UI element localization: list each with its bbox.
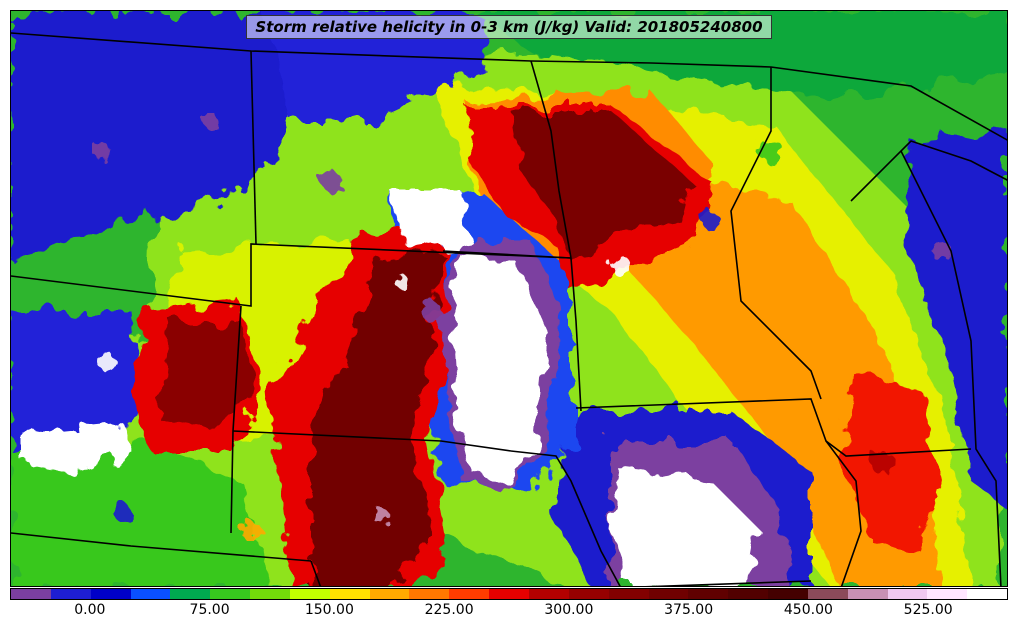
border-minnesota-wisconsin bbox=[730, 67, 822, 400]
colorbar-tick-label: 300.00 bbox=[544, 602, 594, 618]
border-colorado-kansas bbox=[232, 430, 512, 452]
speckle bbox=[92, 142, 110, 160]
border-upper-michigan bbox=[850, 140, 1007, 202]
map-panel bbox=[10, 10, 1008, 587]
colorbar-swatch bbox=[967, 589, 1008, 599]
colorbar-swatch bbox=[648, 589, 689, 599]
field-darkred-plains bbox=[311, 251, 441, 586]
colorbar-swatch bbox=[927, 589, 968, 599]
colorbar-tick-label: 450.00 bbox=[783, 602, 833, 618]
colorbar-swatch bbox=[50, 589, 91, 599]
colorbar-swatch bbox=[409, 589, 450, 599]
speckle bbox=[611, 256, 631, 276]
colorbar-labels: 0.00 75.00 150.00 225.00 300.00 375.00 450.00 5… bbox=[10, 602, 1008, 622]
border-dakotas bbox=[530, 60, 582, 412]
speckle bbox=[869, 449, 893, 473]
colorbar-tick-label: 375.00 bbox=[664, 602, 714, 618]
speckle bbox=[394, 274, 408, 288]
colorbar-tick-label: 525.00 bbox=[903, 602, 953, 618]
colorbar-swatch bbox=[210, 589, 251, 599]
speckle bbox=[373, 508, 389, 524]
speckle bbox=[112, 502, 130, 520]
helicity-map bbox=[11, 11, 1007, 586]
state-boundaries bbox=[11, 32, 1007, 586]
field-white-north bbox=[391, 191, 471, 251]
border-missouri-iowa bbox=[645, 580, 812, 586]
border-missouri-river bbox=[510, 450, 621, 586]
field-green-west bbox=[11, 441, 271, 586]
speckle bbox=[203, 113, 219, 129]
colorbar-swatch bbox=[489, 589, 529, 599]
field-white-south bbox=[611, 471, 761, 586]
colorbar-swatch bbox=[90, 589, 131, 599]
colorbar-swatch bbox=[688, 589, 729, 599]
colorbar-swatch bbox=[130, 589, 171, 599]
colorbar-tick-label: 225.00 bbox=[424, 602, 474, 618]
colorbar-tick-label: 75.00 bbox=[189, 602, 230, 618]
field-darkred-colorado bbox=[161, 321, 251, 431]
border-south bbox=[11, 532, 312, 562]
border-kansas-oklahoma bbox=[310, 560, 322, 586]
colorbar-swatch bbox=[847, 589, 888, 599]
border-montana-wyoming bbox=[11, 243, 572, 307]
colorbar bbox=[10, 588, 1008, 600]
field-blue-east bbox=[901, 131, 1007, 510]
border-mississippi bbox=[825, 440, 862, 586]
speckle bbox=[321, 171, 341, 191]
border-lake-michigan bbox=[900, 150, 1002, 586]
field-speckles bbox=[92, 113, 951, 541]
map-title: Storm relative helicity in 0-3 km (J/kg)… bbox=[255, 18, 763, 36]
colorbar-swatch bbox=[528, 589, 569, 599]
colorbar-tick-label: 150.00 bbox=[304, 602, 354, 618]
colorbar-swatch bbox=[449, 589, 490, 599]
colorbar-swatch bbox=[329, 589, 370, 599]
speckle bbox=[702, 212, 720, 230]
title-box: Storm relative helicity in 0-3 km (J/kg)… bbox=[246, 15, 772, 39]
colorbar-swatch bbox=[170, 589, 211, 599]
speckle bbox=[421, 301, 441, 321]
colorbar-swatch bbox=[11, 589, 51, 599]
colorbar-swatch bbox=[728, 589, 769, 599]
field-blue-northwest bbox=[11, 11, 311, 261]
colorbar-swatch bbox=[608, 589, 649, 599]
border-nebraska-south-dakota bbox=[442, 250, 572, 259]
colorbar-tick-label: 0.00 bbox=[74, 602, 106, 618]
colorbar-swatch bbox=[807, 589, 848, 599]
speckle bbox=[241, 521, 261, 541]
field-white-central bbox=[451, 251, 546, 486]
colorbar-swatch bbox=[568, 589, 609, 599]
border-idaho-montana bbox=[250, 50, 257, 245]
speckle bbox=[759, 139, 783, 163]
field-darkred-dakotas bbox=[511, 111, 691, 261]
speckle bbox=[97, 352, 115, 370]
colorbar-swatch bbox=[887, 589, 928, 599]
colorbar-swatch bbox=[289, 589, 330, 599]
colorbar-swatch bbox=[369, 589, 410, 599]
colorbar-swatch bbox=[250, 589, 290, 599]
field-white-west bbox=[21, 421, 131, 471]
colorbar-swatch bbox=[768, 589, 808, 599]
speckle bbox=[931, 241, 951, 261]
